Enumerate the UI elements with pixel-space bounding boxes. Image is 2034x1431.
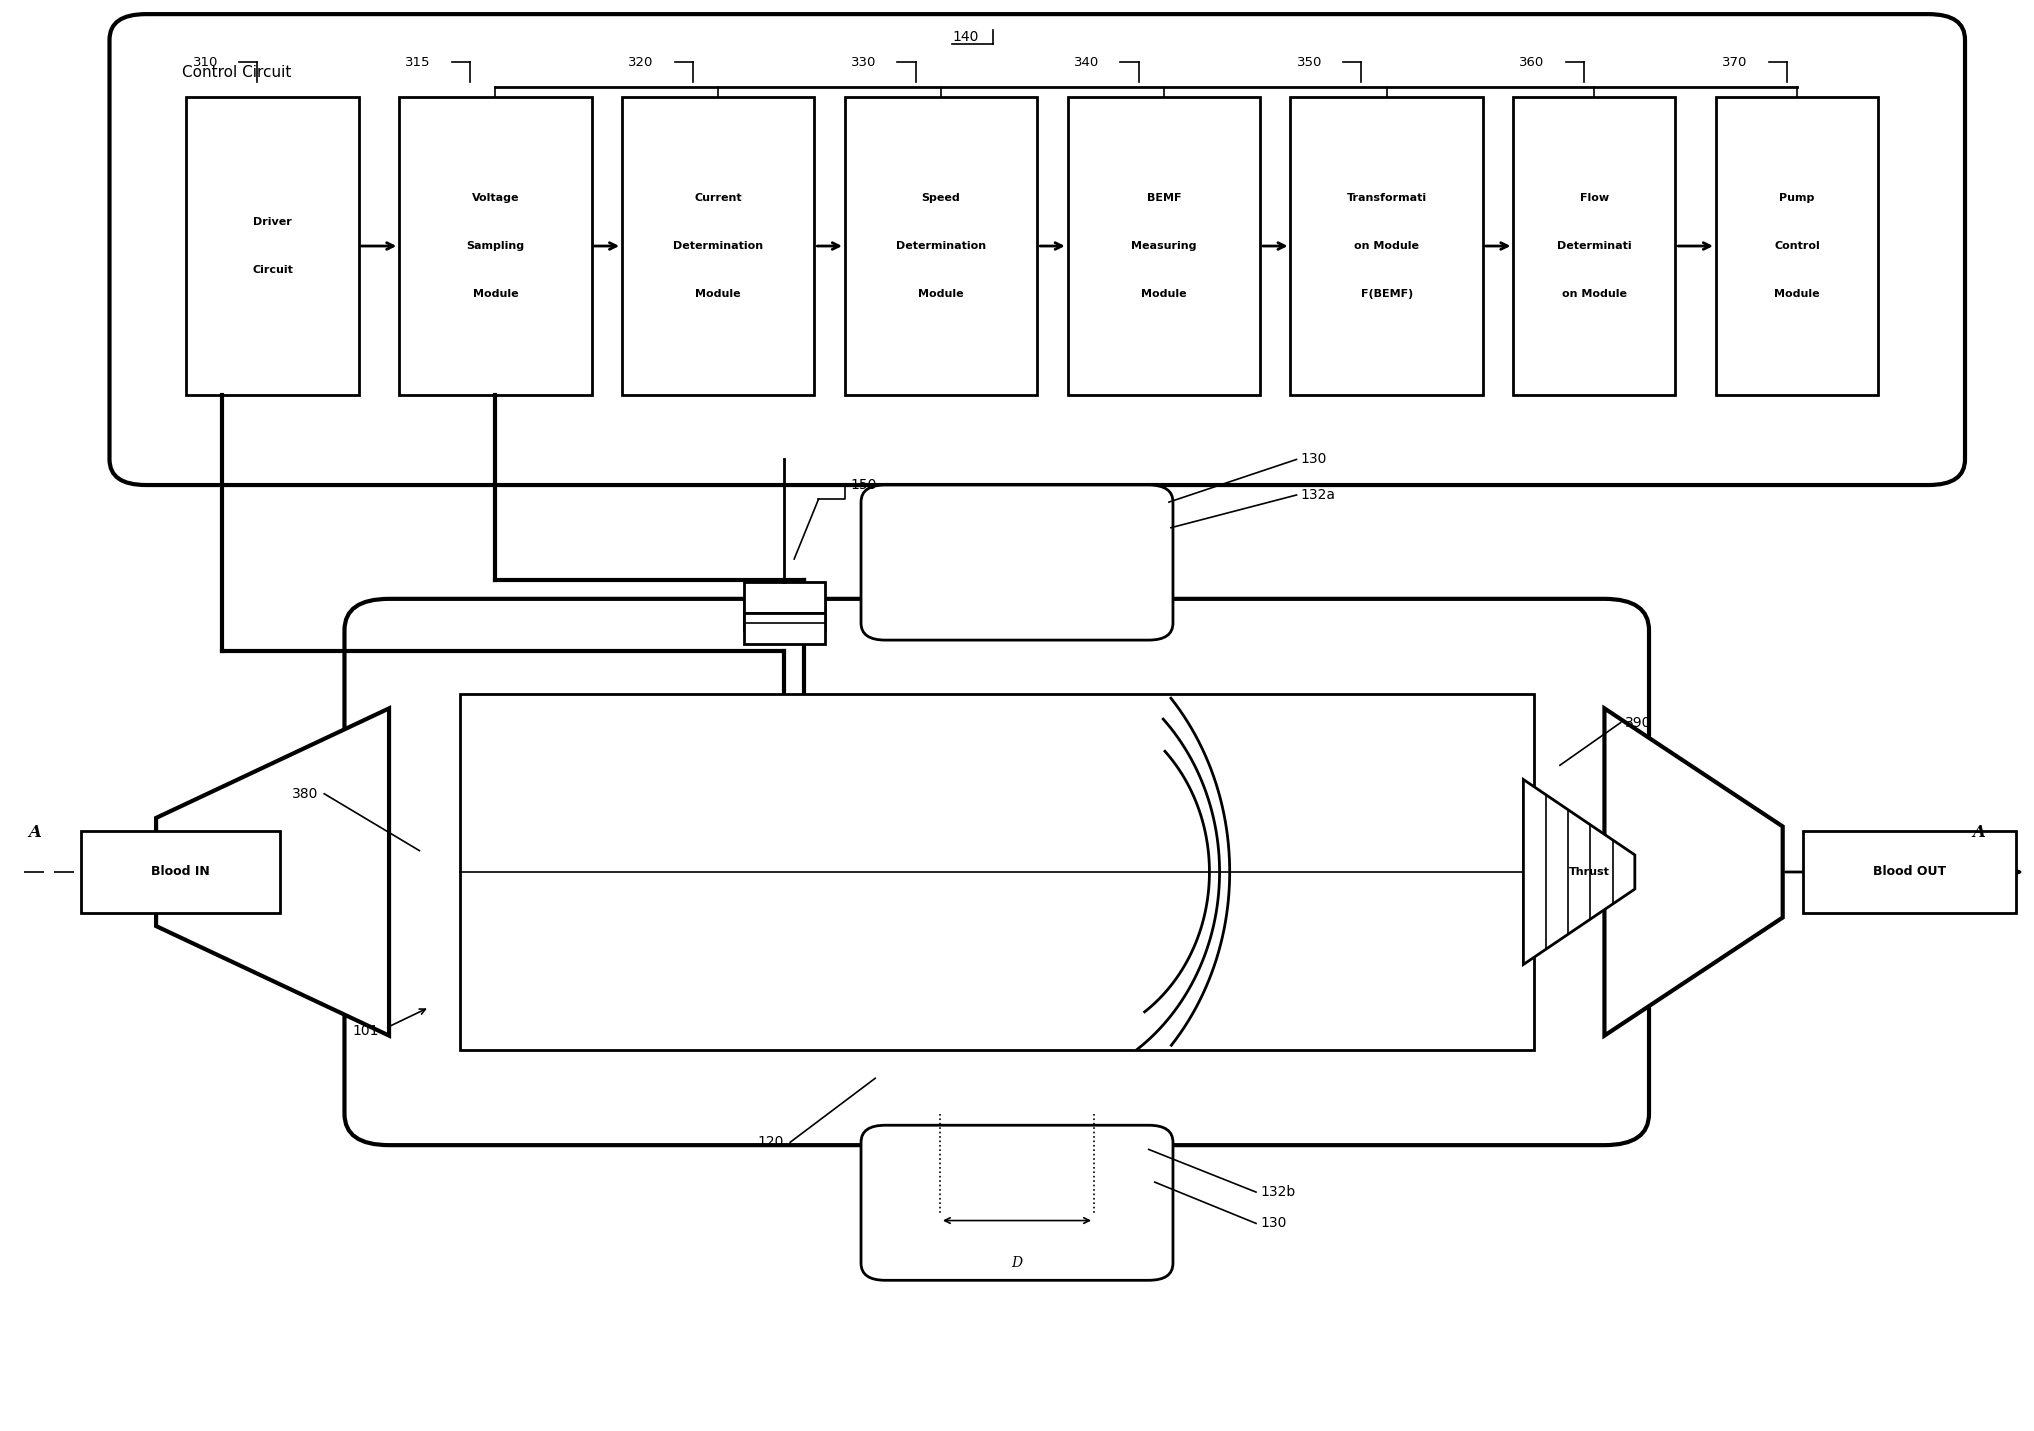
Text: F(BEMF): F(BEMF) [1361, 289, 1414, 299]
Bar [1802, 831, 2016, 913]
Text: 320: 320 [629, 56, 653, 69]
Text: 140: 140 [952, 30, 978, 44]
Text: on Module: on Module [1355, 240, 1420, 250]
Text: A: A [28, 824, 41, 840]
Text: D: D [1011, 1256, 1023, 1271]
Bar [1290, 97, 1483, 395]
Text: 132b: 132b [1261, 1185, 1296, 1199]
Bar [1717, 97, 1877, 395]
Text: Thrust: Thrust [1568, 867, 1609, 877]
FancyBboxPatch shape [344, 598, 1650, 1145]
Bar [622, 97, 814, 395]
Text: 130: 130 [1261, 1216, 1285, 1231]
Text: 120: 120 [759, 1135, 783, 1149]
Polygon shape [157, 708, 388, 1036]
Bar [1068, 97, 1261, 395]
Text: Current: Current [694, 193, 742, 203]
Bar [187, 97, 358, 395]
Text: 101: 101 [352, 1025, 378, 1039]
Text: Determination: Determination [673, 240, 763, 250]
Text: 310: 310 [193, 56, 218, 69]
Text: 380: 380 [291, 787, 317, 801]
Text: Module: Module [1141, 289, 1186, 299]
Text: Control: Control [1774, 240, 1820, 250]
Text: Voltage: Voltage [472, 193, 519, 203]
Text: 132a: 132a [1300, 488, 1336, 502]
Text: Module: Module [696, 289, 740, 299]
Text: Module: Module [472, 289, 519, 299]
Text: on Module: on Module [1562, 289, 1627, 299]
Text: 330: 330 [850, 56, 877, 69]
Text: Driver: Driver [252, 218, 293, 228]
Text: Determinati: Determinati [1556, 240, 1631, 250]
Text: Determination: Determination [895, 240, 986, 250]
Text: Blood IN: Blood IN [151, 866, 210, 879]
Polygon shape [1605, 708, 1782, 1036]
Text: 150: 150 [850, 478, 877, 492]
Text: 315: 315 [405, 56, 431, 69]
Bar [81, 831, 279, 913]
Text: BEMF: BEMF [1147, 193, 1182, 203]
FancyBboxPatch shape [860, 1125, 1174, 1281]
Bar [744, 582, 824, 612]
Text: A: A [1973, 824, 1985, 840]
Text: Sampling: Sampling [466, 240, 525, 250]
Text: Pump: Pump [1780, 193, 1814, 203]
Text: 370: 370 [1723, 56, 1747, 69]
Text: 390: 390 [1625, 716, 1652, 730]
Bar [1513, 97, 1676, 395]
Text: Speed: Speed [921, 193, 960, 203]
Text: Control Circuit: Control Circuit [183, 66, 291, 80]
Text: Measuring: Measuring [1131, 240, 1196, 250]
Text: 340: 340 [1074, 56, 1098, 69]
FancyBboxPatch shape [110, 14, 1965, 485]
Bar [844, 97, 1037, 395]
Bar [460, 694, 1534, 1050]
Text: 350: 350 [1296, 56, 1322, 69]
Text: Blood OUT: Blood OUT [1873, 866, 1947, 879]
Text: Module: Module [917, 289, 964, 299]
FancyBboxPatch shape [860, 485, 1174, 640]
Text: Circuit: Circuit [252, 265, 293, 275]
Text: Module: Module [1774, 289, 1820, 299]
Text: Flow: Flow [1580, 193, 1609, 203]
Bar [744, 612, 824, 644]
Text: 360: 360 [1519, 56, 1544, 69]
Text: Transformati: Transformati [1347, 193, 1426, 203]
Polygon shape [1523, 780, 1635, 964]
Bar [399, 97, 592, 395]
Text: 130: 130 [1300, 452, 1326, 467]
